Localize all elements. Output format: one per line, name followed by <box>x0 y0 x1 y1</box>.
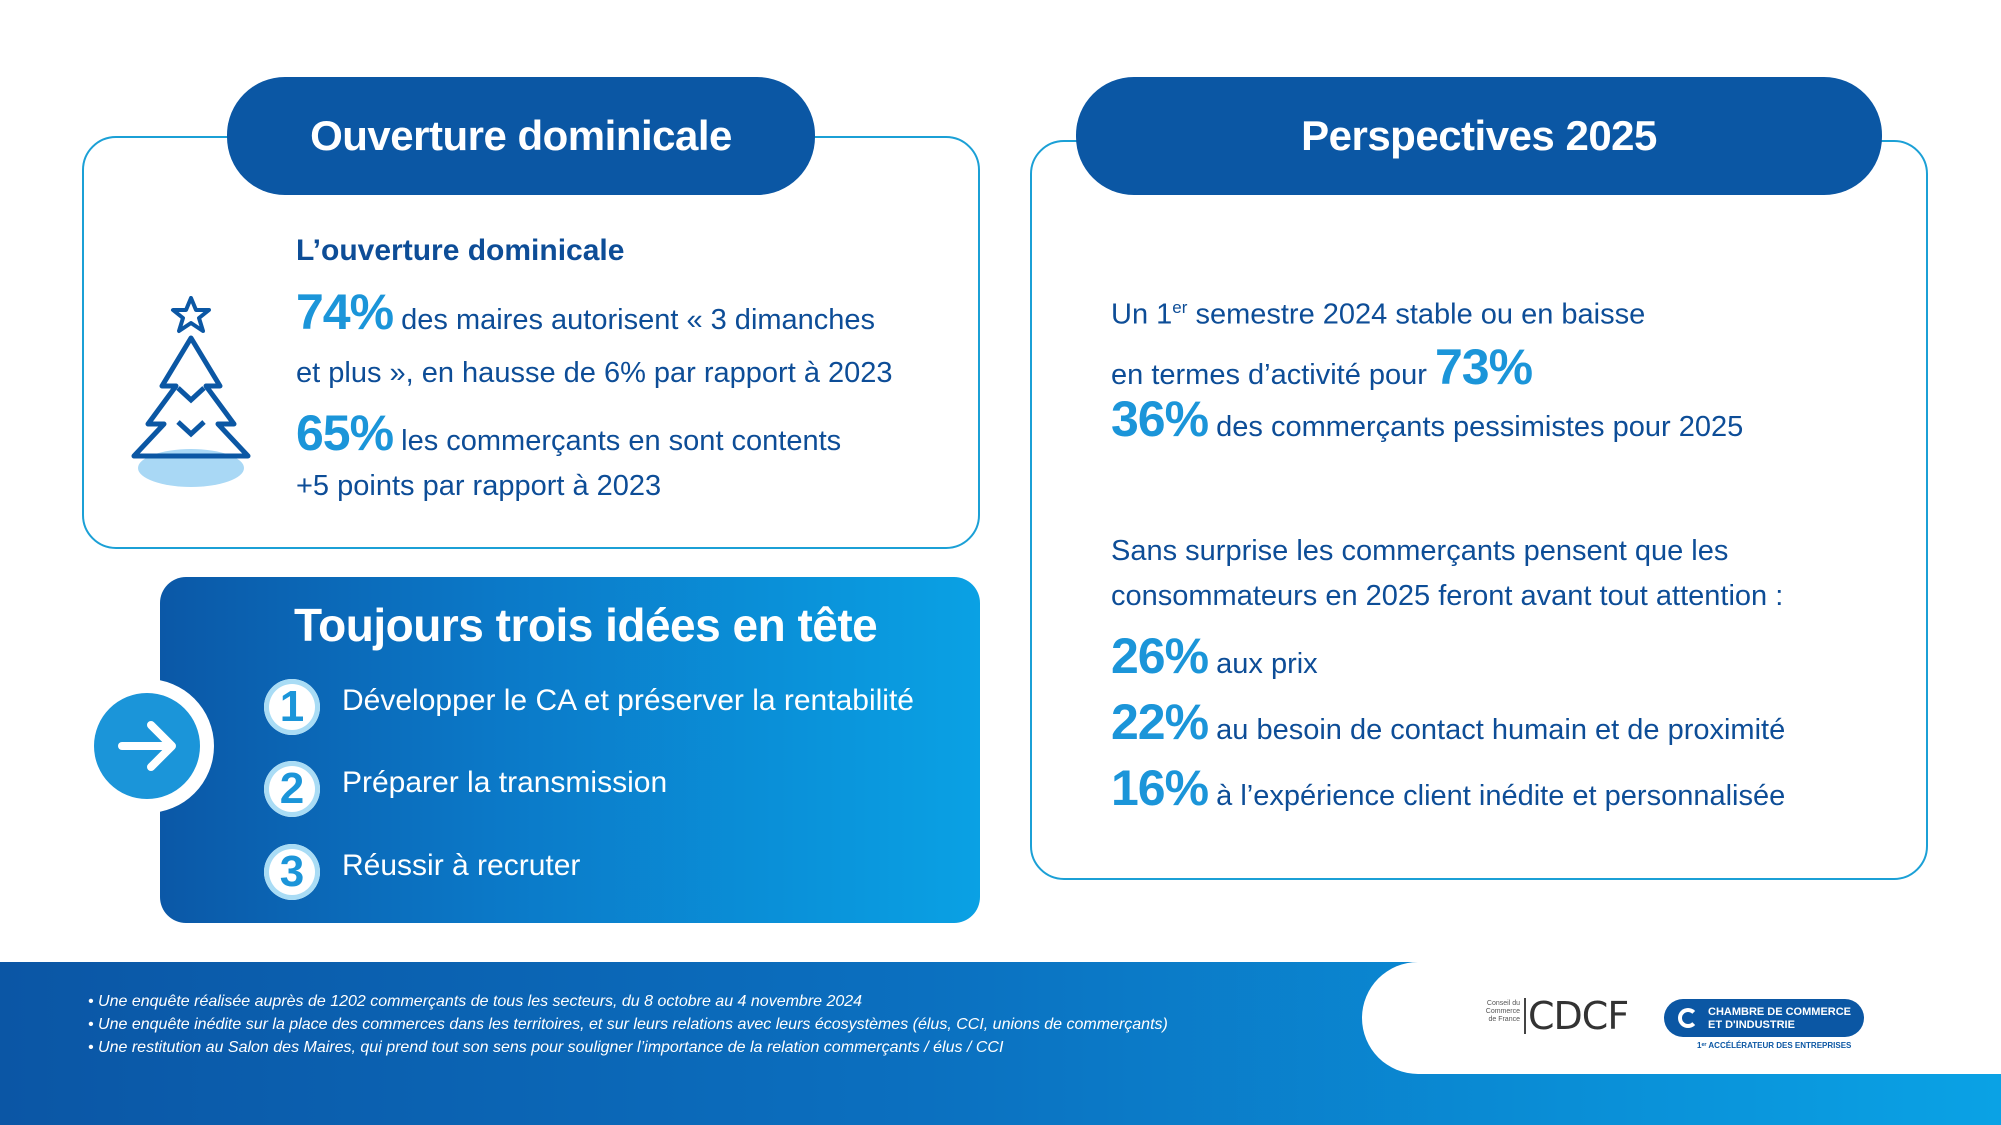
idea-number-1: 1 <box>264 679 320 735</box>
perspectives-title: Perspectives 2025 <box>1076 77 1882 195</box>
sunday-opening-title: Ouverture dominicale <box>227 77 815 195</box>
attention-para-a: Sans surprise les commerçants pensent qu… <box>1111 535 1729 567</box>
cdcf-divider <box>1524 998 1526 1034</box>
stat-65-pct: 65% <box>296 405 394 461</box>
stat-73-pct: 73% <box>1435 339 1533 395</box>
cci-tagline: 1ᵉʳ ACCÉLÉRATEUR DES ENTREPRISES <box>1697 1041 1852 1050</box>
perspectives-card <box>1030 140 1928 880</box>
footnote-2: • Une enquête inédite sur la place des c… <box>88 1016 1168 1033</box>
arrow-right-icon <box>94 693 200 799</box>
activity-line: en termes d’activité pour 73% <box>1111 338 1533 396</box>
stat-74-line: 74% des maires autorisent « 3 dimanches <box>296 283 875 341</box>
footnote-3: • Une restitution au Salon des Maires, q… <box>88 1039 1004 1056</box>
cdcf-wordmark: CDCF <box>1528 994 1629 1038</box>
idea-2: Préparer la transmission <box>342 766 668 799</box>
stat-22-pct: 22% <box>1111 694 1209 750</box>
cci-mark-icon <box>1678 1008 1698 1028</box>
ideas-panel-title: Toujours trois idées en tête <box>294 599 878 651</box>
stat-74-text: des maires autorisent « 3 dimanches <box>401 304 876 336</box>
footnote-1: • Une enquête réalisée auprès de 1202 co… <box>88 993 863 1010</box>
cci-logo: CHAMBRE DE COMMERCE ET D'INDUSTRIE <box>1664 999 1864 1037</box>
christmas-tree-icon <box>131 296 251 487</box>
stat-65-text: les commerçants en sont contents <box>401 425 842 457</box>
cdcf-small-1: Conseil du <box>1486 1000 1520 1007</box>
cdcf-logo: Conseil du Commerce de France CDCF <box>1478 994 1638 1038</box>
stat-65-line: 65% les commerçants en sont contents <box>296 404 841 462</box>
cci-line2: ET D'INDUSTRIE <box>1708 1019 1795 1031</box>
cdcf-small-2: Commerce <box>1485 1008 1520 1015</box>
stat-16-line: 16% à l’expérience client inédite et per… <box>1111 759 1785 817</box>
semester-sup: er <box>1172 298 1188 317</box>
stat-26-line: 26% aux prix <box>1111 627 1318 685</box>
cdcf-small-3: de France <box>1488 1016 1520 1023</box>
stat-74-text-cont: et plus », en hausse de 6% par rapport à… <box>296 357 893 389</box>
stat-16-pct: 16% <box>1111 760 1209 816</box>
stat-74-pct: 74% <box>296 284 394 340</box>
semester-line: Un 1er semestre 2024 stable ou en baisse <box>1111 298 1645 332</box>
stat-36-pct: 36% <box>1111 391 1209 447</box>
idea-3: Réussir à recruter <box>342 849 581 882</box>
stat-36-line: 36% des commerçants pessimistes pour 202… <box>1111 390 1743 448</box>
stat-26-pct: 26% <box>1111 628 1209 684</box>
stat-22-line: 22% au besoin de contact humain et de pr… <box>1111 693 1785 751</box>
cdcf-small-text: Conseil du Commerce de France <box>1478 1000 1520 1024</box>
semester-text-b: semestre 2024 stable ou en baisse <box>1187 298 1646 331</box>
idea-1: Développer le CA et préserver la rentabi… <box>342 684 914 717</box>
cci-line1: CHAMBRE DE COMMERCE <box>1708 1006 1851 1018</box>
stat-26-text: aux prix <box>1216 648 1318 680</box>
activity-text: en termes d’activité pour <box>1111 359 1427 391</box>
sunday-opening-subtitle: L’ouverture dominicale <box>296 234 625 267</box>
stat-16-text: à l’expérience client inédite et personn… <box>1216 780 1786 812</box>
attention-para-b: consommateurs en 2025 feront avant tout … <box>1111 580 1784 612</box>
stat-36-text: des commerçants pessimistes pour 2025 <box>1216 411 1744 443</box>
stat-22-text: au besoin de contact humain et de proxim… <box>1216 714 1786 746</box>
semester-text-a: Un 1 <box>1111 298 1173 331</box>
stat-65-text-cont: +5 points par rapport à 2023 <box>296 470 662 502</box>
idea-number-2: 2 <box>264 761 320 817</box>
idea-number-3: 3 <box>264 844 320 900</box>
